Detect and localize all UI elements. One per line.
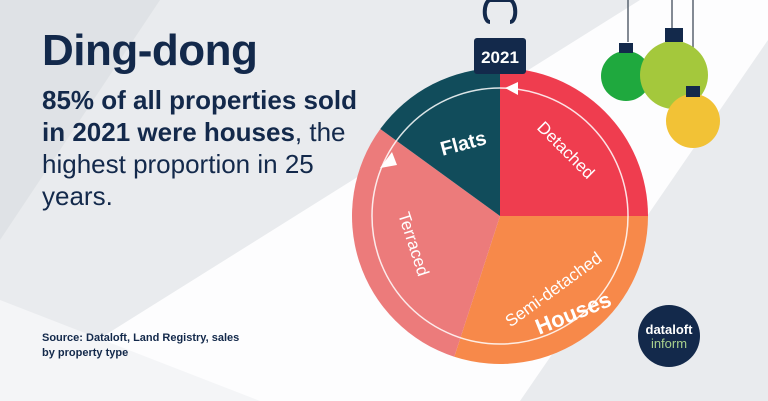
bauble-hanging-loop	[482, 0, 518, 24]
background-triangle-left	[0, 0, 160, 240]
ornament-baubles	[601, 0, 720, 148]
headline-title: Ding-dong	[42, 26, 258, 75]
bauble-lime-cap	[665, 28, 683, 42]
arrow-detached	[505, 82, 518, 95]
year-cap	[474, 38, 526, 74]
bauble-green-cap	[619, 43, 633, 53]
dataloft-logo: dataloft inform	[638, 305, 700, 367]
arrow-terraced	[380, 152, 397, 168]
pie-slice-semi-detached	[454, 216, 648, 364]
headline-subtitle: 85% of all properties sold in 2021 were …	[42, 84, 372, 212]
headline-block: Ding-dong 85% of all properties sold in …	[42, 28, 372, 212]
pie-slice-detached	[500, 68, 648, 216]
headline-highlight: 85% of all properties sold in 2021 were …	[42, 85, 357, 147]
pie-slices	[351, 68, 648, 364]
pie-slice-terraced	[351, 129, 500, 357]
bauble-green	[601, 51, 651, 101]
houses-arc-ring	[371, 87, 629, 345]
source-note: Source: Dataloft, Land Registry, sales b…	[42, 332, 240, 359]
logo-line-2: inform	[650, 336, 688, 351]
bauble-yellow	[666, 94, 720, 148]
background-triangle-bottom	[0, 300, 260, 401]
pie-slice-flats	[380, 68, 500, 216]
logo-line-1: dataloft	[645, 322, 693, 337]
chart-title: 2021	[481, 48, 519, 67]
bauble-yellow-cap	[686, 86, 700, 97]
headline-rest: , the highest proportion in 25 years.	[42, 117, 346, 211]
